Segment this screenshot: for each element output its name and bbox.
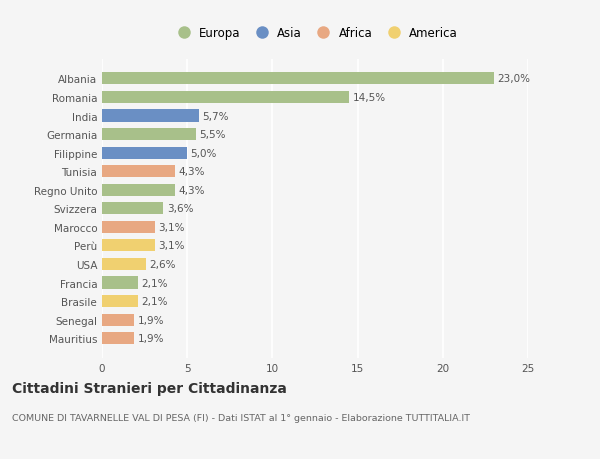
Bar	[102, 258, 146, 270]
Text: 14,5%: 14,5%	[352, 93, 386, 103]
Text: 2,6%: 2,6%	[150, 259, 176, 269]
Text: 4,3%: 4,3%	[179, 185, 205, 196]
Legend: Europa, Asia, Africa, America: Europa, Asia, Africa, America	[172, 27, 458, 40]
Text: 3,1%: 3,1%	[158, 222, 185, 232]
Bar	[102, 277, 138, 289]
Bar	[102, 240, 155, 252]
Text: 5,0%: 5,0%	[191, 148, 217, 158]
Bar	[102, 92, 349, 104]
Text: 3,6%: 3,6%	[167, 204, 193, 214]
Bar	[102, 110, 199, 122]
Bar	[102, 296, 138, 308]
Bar	[102, 332, 134, 344]
Bar	[102, 129, 196, 141]
Bar	[102, 147, 187, 159]
Text: 4,3%: 4,3%	[179, 167, 205, 177]
Bar	[102, 221, 155, 233]
Text: Cittadini Stranieri per Cittadinanza: Cittadini Stranieri per Cittadinanza	[12, 381, 287, 395]
Text: 23,0%: 23,0%	[497, 74, 530, 84]
Text: 3,1%: 3,1%	[158, 241, 185, 251]
Text: 5,7%: 5,7%	[203, 111, 229, 121]
Text: 5,5%: 5,5%	[199, 130, 226, 140]
Text: 1,9%: 1,9%	[138, 333, 164, 343]
Bar	[102, 185, 175, 196]
Text: 2,1%: 2,1%	[141, 297, 167, 307]
Bar	[102, 73, 494, 85]
Bar	[102, 166, 175, 178]
Text: 1,9%: 1,9%	[138, 315, 164, 325]
Text: COMUNE DI TAVARNELLE VAL DI PESA (FI) - Dati ISTAT al 1° gennaio - Elaborazione : COMUNE DI TAVARNELLE VAL DI PESA (FI) - …	[12, 413, 470, 422]
Bar	[102, 314, 134, 326]
Text: 2,1%: 2,1%	[141, 278, 167, 288]
Bar	[102, 203, 163, 215]
